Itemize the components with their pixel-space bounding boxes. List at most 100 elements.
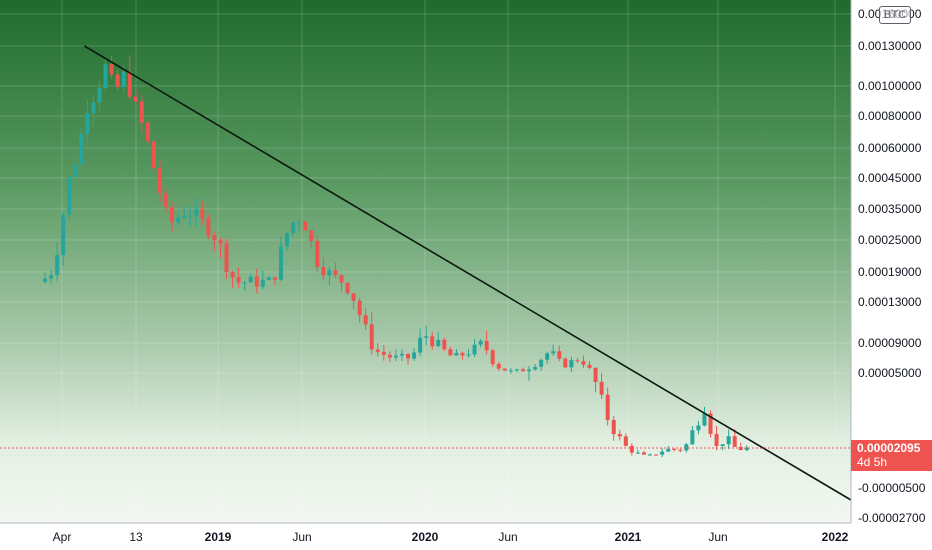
y-tick-label: 0.00060000 <box>858 141 922 155</box>
y-tick-label: 0.00013000 <box>858 295 922 309</box>
candle-body <box>309 230 314 241</box>
candle-body <box>399 353 404 356</box>
candle-body <box>375 349 380 352</box>
candle-body <box>418 337 423 353</box>
candle-body <box>484 340 489 351</box>
candle-body <box>67 177 72 215</box>
candle-body <box>732 436 737 447</box>
candle-body <box>206 218 211 236</box>
x-tick-label: Apr <box>53 530 72 544</box>
candle-body <box>121 71 126 88</box>
candle-body <box>478 340 483 345</box>
candle-body <box>629 445 634 453</box>
candle-body <box>545 353 550 360</box>
candle-body <box>648 454 653 456</box>
candle-body <box>593 367 598 382</box>
candle-body <box>387 354 392 358</box>
x-tick-label: 2021 <box>615 530 642 544</box>
candle-body <box>466 354 471 356</box>
candle-body <box>91 102 96 114</box>
candle-body <box>654 454 659 456</box>
grid-lines <box>0 0 851 523</box>
candle-body <box>563 358 568 368</box>
plot-background <box>0 0 851 523</box>
candle-body <box>672 448 677 450</box>
candle-body <box>714 433 719 447</box>
candle-body <box>454 352 459 356</box>
candle-body <box>363 315 368 325</box>
candle-body <box>139 101 144 123</box>
y-tick-label: 0.00025000 <box>858 233 922 247</box>
y-tick-label: 0.00009000 <box>858 336 922 350</box>
x-tick-label: 13 <box>129 530 143 544</box>
candle-body <box>357 300 362 316</box>
candle-body <box>145 122 150 142</box>
candle-body <box>472 344 477 355</box>
candle-body <box>514 369 519 371</box>
candle-body <box>109 64 114 75</box>
y-tick-label: 0.00130000 <box>858 39 922 53</box>
candle-body <box>581 361 586 365</box>
candle-body <box>315 240 320 267</box>
candle-body <box>278 246 283 280</box>
candle-body <box>678 449 683 451</box>
candle-body <box>696 425 701 431</box>
candle-body <box>85 113 90 134</box>
currency-badge[interactable]: BTC <box>879 6 911 24</box>
y-tick-label: 0.00100000 <box>858 79 922 93</box>
candle-body <box>412 352 417 359</box>
candle-body <box>49 274 54 279</box>
candle-body <box>151 141 156 169</box>
candle-body <box>460 352 465 356</box>
candle-body <box>744 447 749 451</box>
candle-body <box>587 364 592 368</box>
candle-body <box>605 394 610 420</box>
candle-body <box>611 419 616 435</box>
candle-body <box>351 293 356 301</box>
candle-body <box>533 366 538 370</box>
candle-body <box>212 235 217 241</box>
candle-body <box>436 339 441 347</box>
candle-body <box>527 369 532 372</box>
x-tick-label: Jun <box>292 530 311 544</box>
candle-body <box>393 355 398 358</box>
candle-body <box>176 217 181 223</box>
candle-body <box>182 216 187 218</box>
candle-body <box>170 207 175 223</box>
x-tick-label: Jun <box>708 530 727 544</box>
candle-body <box>508 370 513 372</box>
candle-body <box>424 336 429 338</box>
candle-body <box>61 214 66 256</box>
candle-body <box>496 364 501 369</box>
candle-body <box>297 221 302 223</box>
candle-body <box>551 351 556 354</box>
candle-body <box>157 168 162 194</box>
y-tick-label: 0.00019000 <box>858 265 922 279</box>
candle-body <box>617 434 622 437</box>
candle-body <box>224 243 229 273</box>
candle-body <box>164 193 169 208</box>
y-tick-label: -0.00002700 <box>858 511 926 525</box>
candle-body <box>218 240 223 244</box>
y-tick-label: 0.00035000 <box>858 202 922 216</box>
candle-body <box>720 444 725 447</box>
candle-body <box>502 368 507 371</box>
candle-body <box>569 360 574 368</box>
candle-body <box>726 436 731 445</box>
candle-body <box>539 359 544 367</box>
candle-body <box>575 360 580 362</box>
candle-body <box>708 413 713 434</box>
candle-body <box>285 232 290 247</box>
candle-body <box>242 282 247 284</box>
x-tick-label: Jun <box>498 530 517 544</box>
y-tick-label: 0.00045000 <box>858 171 922 185</box>
x-tick-label: 2019 <box>205 530 232 544</box>
candle-body <box>339 275 344 283</box>
candle-body <box>321 266 326 276</box>
y-tick-label: 0.00080000 <box>858 109 922 123</box>
candle-body <box>448 349 453 356</box>
candle-body <box>702 413 707 426</box>
candle-body <box>97 87 102 103</box>
